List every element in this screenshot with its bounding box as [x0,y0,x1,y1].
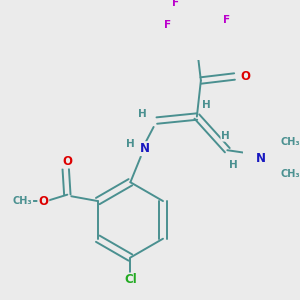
Text: H: H [126,139,135,149]
Text: Cl: Cl [124,274,137,286]
Text: H: H [138,109,147,119]
Text: N: N [256,152,266,165]
Text: N: N [140,142,150,155]
Text: CH₃: CH₃ [13,196,32,206]
Text: CH₃: CH₃ [281,137,300,147]
Text: F: F [172,0,179,8]
Text: F: F [164,20,171,30]
Text: H: H [229,160,238,170]
Text: CH₃: CH₃ [281,169,300,179]
Text: H: H [202,100,211,110]
Text: O: O [62,154,72,167]
Text: F: F [223,15,230,26]
Text: O: O [241,70,251,83]
Text: H: H [221,131,230,141]
Text: O: O [38,195,48,208]
